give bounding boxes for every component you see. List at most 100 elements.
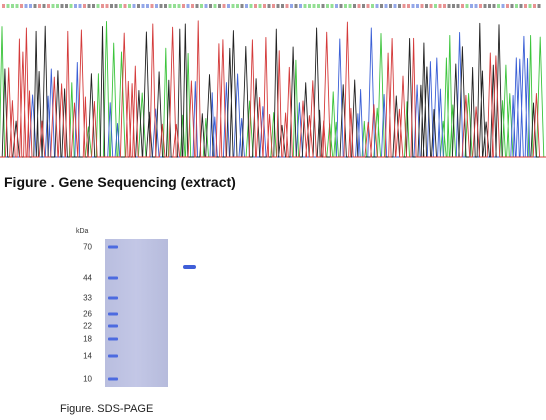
base-call-mark	[204, 4, 208, 8]
base-call-mark	[326, 4, 329, 8]
base-call-mark	[168, 4, 172, 8]
base-call-mark	[47, 4, 50, 8]
base-call-mark	[87, 4, 91, 8]
base-call-mark	[497, 4, 500, 8]
base-call-mark	[362, 4, 365, 8]
base-call-mark	[159, 4, 163, 8]
base-call-mark	[213, 4, 217, 8]
mw-label-70: 70	[83, 242, 92, 252]
base-call-mark	[348, 4, 352, 8]
sample-protein-band	[183, 265, 196, 270]
base-call-mark	[150, 4, 154, 8]
base-call-mark	[272, 4, 275, 8]
sds-page-figure-caption: Figure. SDS-PAGE	[60, 403, 154, 415]
mw-label-22: 22	[83, 321, 92, 330]
base-call-mark	[501, 4, 505, 8]
base-call-mark	[438, 4, 442, 8]
base-call-mark	[290, 4, 293, 8]
base-call-mark	[456, 4, 460, 8]
base-call-mark	[411, 4, 415, 8]
marker-band-33	[108, 296, 118, 300]
base-call-mark	[528, 4, 532, 8]
base-call-mark	[249, 4, 253, 8]
base-call-mark	[101, 4, 104, 8]
base-call-mark	[245, 4, 248, 8]
sds-page-gel-figure: kDa 70 44 33 26 22 18 14 10	[70, 228, 196, 394]
base-call-mark	[506, 4, 509, 8]
mw-label-44: 44	[83, 273, 92, 283]
base-call-mark	[141, 4, 145, 8]
base-call-mark	[470, 4, 473, 8]
base-call-mark	[240, 4, 244, 8]
base-call-mark	[267, 4, 271, 8]
base-call-mark	[38, 4, 41, 8]
base-call-mark	[182, 4, 185, 8]
base-call-mark	[231, 4, 235, 8]
base-call-mark	[375, 4, 379, 8]
base-call-mark	[51, 4, 55, 8]
base-call-mark	[519, 4, 523, 8]
base-call-mark	[222, 4, 226, 8]
base-call-mark	[78, 4, 82, 8]
base-call-mark	[11, 4, 14, 8]
base-call-mark	[123, 4, 127, 8]
base-call-mark	[164, 4, 167, 8]
mw-label-33: 33	[83, 293, 92, 303]
base-call-mark	[492, 4, 496, 8]
base-call-mark	[524, 4, 527, 8]
base-call-mark	[452, 4, 455, 8]
base-call-mark	[330, 4, 334, 8]
base-call-mark	[15, 4, 19, 8]
mw-label-26: 26	[83, 309, 92, 319]
sequencing-chromatogram	[0, 4, 546, 158]
base-call-mark	[335, 4, 338, 8]
base-call-mark	[155, 4, 158, 8]
base-call-mark	[137, 4, 140, 8]
base-call-mark	[398, 4, 401, 8]
base-call-mark	[236, 4, 239, 8]
base-call-mark	[447, 4, 451, 8]
base-call-mark	[128, 4, 131, 8]
base-call-mark	[402, 4, 406, 8]
molecular-weight-unit: kDa	[76, 228, 89, 235]
base-call-mark	[227, 4, 230, 8]
base-call-mark	[299, 4, 302, 8]
base-call-mark	[321, 4, 325, 8]
base-call-mark	[429, 4, 433, 8]
base-call-mark	[479, 4, 482, 8]
base-call-mark	[510, 4, 514, 8]
base-call-mark	[69, 4, 73, 8]
base-call-mark	[83, 4, 86, 8]
base-call-mark	[186, 4, 190, 8]
base-call-mark	[434, 4, 437, 8]
base-call-mark	[425, 4, 428, 8]
mw-label-14: 14	[83, 351, 92, 361]
base-call-mark	[515, 4, 518, 8]
base-call-mark	[60, 4, 64, 8]
base-call-mark	[33, 4, 37, 8]
base-call-mark	[200, 4, 203, 8]
trace-g	[0, 22, 546, 158]
base-call-mark	[366, 4, 370, 8]
base-call-mark	[119, 4, 122, 8]
base-call-mark	[56, 4, 59, 8]
base-call-mark	[105, 4, 109, 8]
base-call-mark	[281, 4, 284, 8]
base-call-mark	[483, 4, 487, 8]
base-call-mark	[92, 4, 95, 8]
base-call-mark	[537, 4, 541, 8]
base-call-mark	[416, 4, 419, 8]
base-call-mark	[110, 4, 113, 8]
marker-band-70	[108, 245, 118, 249]
mw-label-10: 10	[83, 374, 92, 384]
base-call-mark	[371, 4, 374, 8]
base-call-mark	[20, 4, 23, 8]
base-call-mark	[6, 4, 10, 8]
marker-band-22	[108, 324, 118, 327]
base-call-mark	[29, 4, 32, 8]
base-call-mark	[380, 4, 383, 8]
base-call-mark	[357, 4, 361, 8]
marker-band-14	[108, 354, 118, 358]
base-call-mark	[24, 4, 28, 8]
marker-band-26	[108, 312, 118, 316]
